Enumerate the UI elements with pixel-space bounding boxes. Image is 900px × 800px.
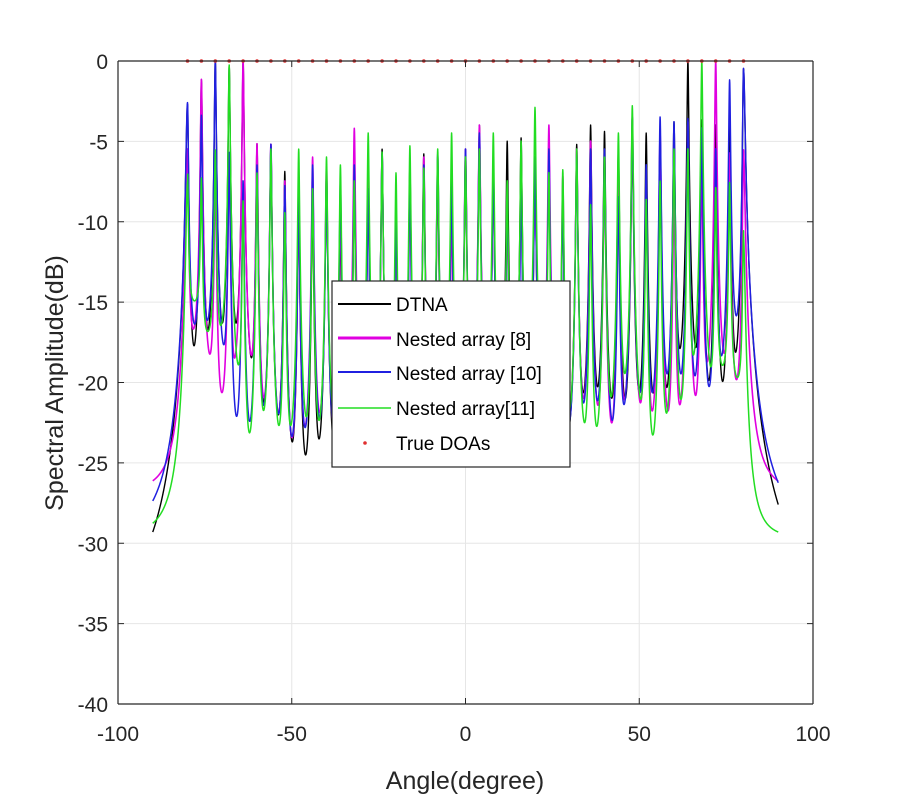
legend-label-nested-11: Nested array[11] (396, 399, 535, 420)
x-tick-label: 50 (628, 723, 651, 746)
axis-ticks (117, 60, 814, 705)
legend-label-nested-8: Nested array [8] (396, 330, 531, 351)
true-doa-markers (185, 59, 746, 63)
x-tick-label: 0 (460, 723, 472, 746)
y-tick-label: -10 (78, 212, 108, 235)
legend-label-true-doas: True DOAs (396, 434, 490, 455)
tick-labels: -100 -50 0 50 100 0 -5 -10 -15 -20 -25 -30 -35 -40 (78, 51, 831, 746)
legend: DTNA Nested array [8] Nested array [10] … (331, 280, 571, 468)
y-tick-label: -15 (78, 292, 108, 315)
y-tick-label: -30 (78, 533, 108, 556)
legend-label-nested-10: Nested array [10] (396, 364, 542, 385)
x-tick-label: 100 (795, 723, 830, 746)
y-tick-label: 0 (96, 51, 108, 74)
legend-label-dtna: DTNA (396, 295, 448, 316)
x-tick-label: -100 (97, 723, 139, 746)
series-line-nested-11 (152, 60, 779, 533)
y-axis-label: Spectral Amplitude(dB) (41, 255, 69, 511)
series-line-nested-10 (152, 60, 779, 502)
y-tick-label: -5 (89, 131, 108, 154)
y-tick-label: -25 (78, 453, 108, 476)
legend-box (331, 280, 571, 468)
x-axis-label: Angle(degree) (386, 767, 544, 795)
y-tick-label: -40 (78, 694, 108, 717)
y-tick-label: -35 (78, 614, 108, 637)
y-tick-label: -20 (78, 373, 108, 396)
legend-marker-true-doas (363, 441, 367, 445)
spectrum-curves (152, 60, 779, 533)
x-tick-label: -50 (277, 723, 307, 746)
